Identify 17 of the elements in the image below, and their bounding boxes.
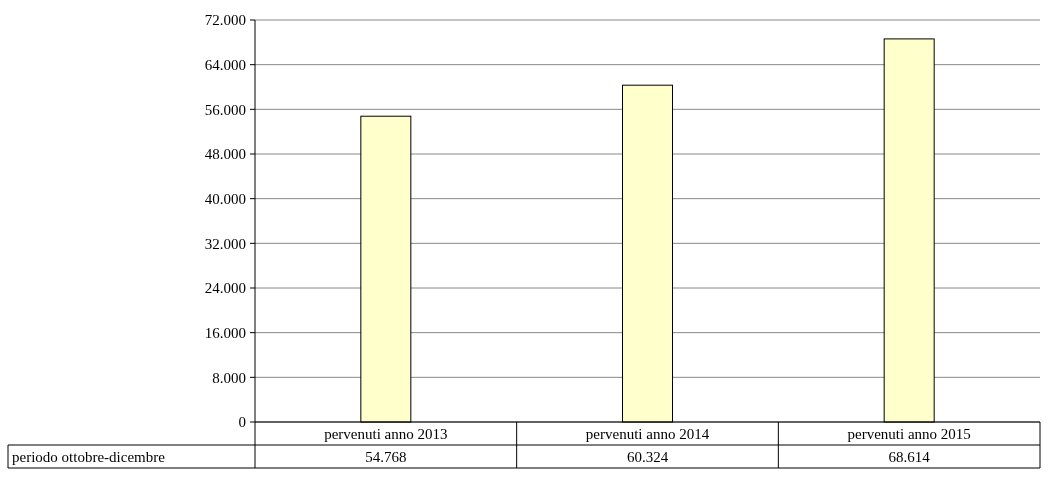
text: 54.768 — [365, 448, 407, 465]
y-tick-label: 48.000 — [204, 146, 246, 163]
text: 68.614 — [888, 448, 930, 465]
y-tick-label: 72.000 — [204, 12, 246, 29]
legend-label: periodo ottobre-dicembre — [12, 448, 166, 465]
x-tick-label: pervenuti anno 2013 — [324, 425, 448, 442]
x-tick-label: pervenuti anno 2015 — [847, 425, 971, 442]
y-tick-label: 24.000 — [204, 280, 246, 297]
y-tick-label: 40.000 — [204, 190, 246, 207]
x-tick-label: pervenuti anno 2014 — [585, 425, 710, 442]
y-tick-label: 56.000 — [204, 101, 246, 118]
text: 60.324 — [626, 448, 669, 465]
y-tick-label: 8.000 — [212, 369, 246, 386]
y-tick-label: 32.000 — [204, 235, 246, 252]
y-tick-label: 0 — [238, 414, 246, 431]
y-tick-label: 16.000 — [204, 324, 246, 341]
y-tick-label: 64.000 — [204, 56, 246, 73]
